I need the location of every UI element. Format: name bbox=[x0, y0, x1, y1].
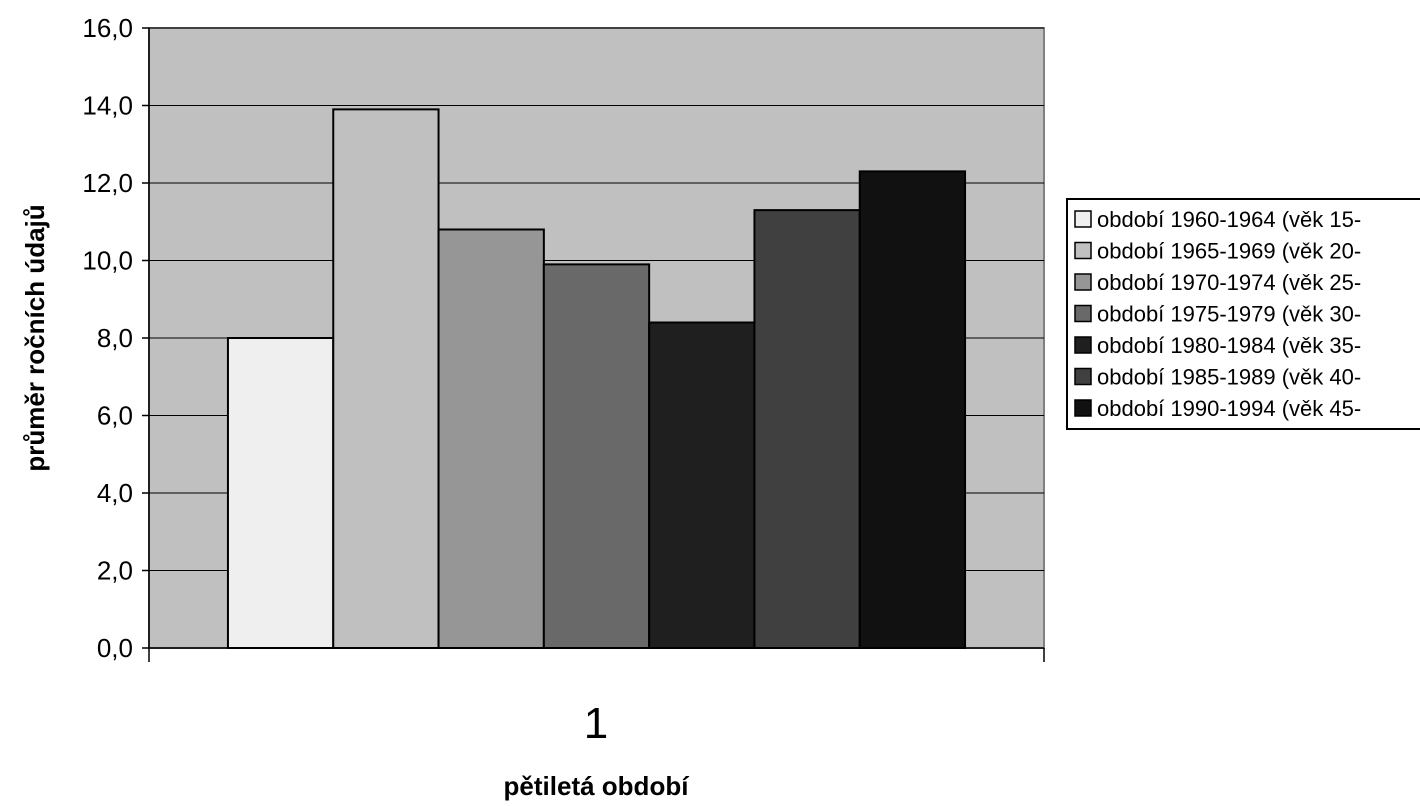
legend-label: období 1960-1964 (věk 15- bbox=[1097, 207, 1361, 232]
axes bbox=[142, 27, 1045, 662]
bar bbox=[753, 209, 861, 649]
legend-label: období 1970-1974 (věk 25- bbox=[1097, 270, 1361, 295]
bar bbox=[858, 170, 967, 649]
legend-swatch bbox=[1074, 336, 1092, 354]
bar bbox=[542, 263, 651, 649]
bar bbox=[226, 337, 335, 649]
legend-box bbox=[1066, 198, 1420, 430]
y-tick-labels: 0,0 2,0 4,0 6,0 8,0 10,0 12,0 14,0 16,0 bbox=[82, 13, 133, 663]
y-tick-label: 0,0 bbox=[97, 633, 133, 663]
y-tick-label: 10,0 bbox=[82, 246, 133, 276]
y-tick-label: 14,0 bbox=[82, 91, 133, 121]
legend: období 1960-1964 (věk 15- období 1965-196… bbox=[1066, 198, 1420, 430]
legend-label: období 1965-1969 (věk 20- bbox=[1097, 239, 1361, 264]
bar bbox=[437, 228, 545, 649]
legend-swatch bbox=[1074, 210, 1092, 228]
legend-swatch bbox=[1074, 273, 1092, 291]
bar bbox=[332, 108, 440, 649]
legend-swatch bbox=[1074, 367, 1092, 386]
legend-swatch bbox=[1074, 399, 1092, 417]
legend-swatch bbox=[1074, 304, 1092, 323]
x-axis-title: pětiletá období bbox=[504, 771, 690, 801]
bars bbox=[226, 108, 967, 649]
y-tick-label: 2,0 bbox=[97, 556, 133, 586]
legend-swatch bbox=[1074, 241, 1092, 260]
y-tick-label: 8,0 bbox=[97, 323, 133, 353]
x-category-label: 1 bbox=[584, 699, 608, 748]
y-axis-title: průměr ročních údajů bbox=[20, 204, 50, 471]
legend-label: období 1975-1979 (věk 30- bbox=[1097, 302, 1361, 327]
y-tick-label: 16,0 bbox=[82, 13, 133, 43]
y-tick-label: 4,0 bbox=[97, 478, 133, 508]
legend-label: období 1980-1984 (věk 35- bbox=[1097, 333, 1361, 358]
y-tick-label: 6,0 bbox=[97, 401, 133, 431]
legend-label: období 1990-1994 (věk 45- bbox=[1097, 396, 1361, 421]
y-tick-label: 12,0 bbox=[82, 168, 133, 198]
legend-label: období 1985-1989 (věk 40- bbox=[1097, 365, 1361, 390]
bar bbox=[648, 321, 756, 649]
